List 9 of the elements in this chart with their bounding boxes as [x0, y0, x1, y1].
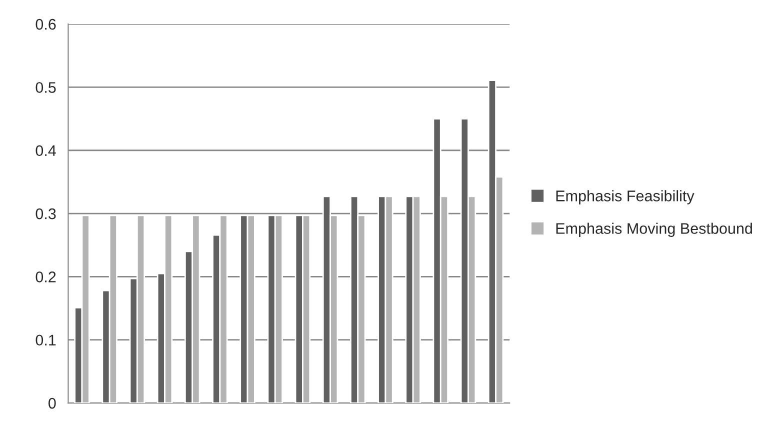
y-tick-label: 0.6	[36, 18, 56, 30]
y-tick-label: 0.3	[36, 208, 56, 220]
y-tick-label: 0.4	[36, 145, 56, 156]
legend-label: Emphasis Feasibility	[556, 190, 694, 204]
legend-label: Emphasis Moving Bestbound	[556, 222, 752, 237]
y-tick-label: 0.1	[36, 334, 56, 346]
y-tick-label: 0	[48, 398, 56, 409]
y-tick-label: 0.2	[36, 272, 56, 282]
y-tick-label: 0.5	[36, 82, 56, 93]
